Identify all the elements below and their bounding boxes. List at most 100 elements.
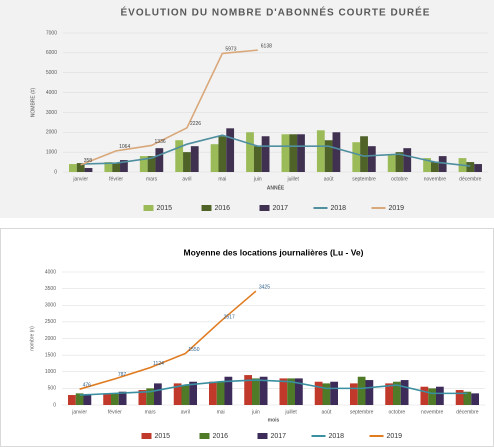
legend-swatch [199,433,210,439]
x-tick-label: juillet [287,176,300,182]
y-tick-label: 0 [53,402,56,408]
bar [332,132,341,172]
line [79,290,257,390]
data-label: 2517 [224,315,235,321]
bar [287,378,296,405]
x-tick-label: avril [181,409,190,415]
bar [400,380,409,405]
bar [183,152,191,172]
y-tick-label: 1500 [45,352,56,358]
data-label: 5973 [225,47,236,53]
bar [216,381,225,405]
x-tick-label: novembre [424,176,446,182]
y-tick-label: 5000 [46,70,57,76]
y-tick-label: 2000 [46,130,57,136]
bar [246,132,254,172]
chart-title: Moyenne des locations journalières (Lu -… [184,247,364,257]
bar [349,383,358,405]
y-tick-label: 2000 [45,336,56,342]
bar [154,383,162,405]
bar [455,390,464,405]
bar [69,164,77,172]
bar [471,393,480,405]
bar [139,156,148,172]
x-tick-label: avril [182,176,191,182]
bar [146,388,155,405]
bar [226,128,235,172]
bar [297,134,305,172]
line [79,379,468,396]
legend-label: 2017 [271,433,287,440]
bar [83,395,92,405]
bar [395,152,404,172]
legend-swatch [201,205,212,211]
chart-background [0,0,494,218]
bar [173,383,182,405]
x-tick-label: octobre [389,409,406,415]
bar [120,160,128,172]
y-tick-label: 4000 [46,90,57,96]
bar [210,144,219,172]
bar [385,383,393,405]
data-label: 2226 [190,121,201,127]
line [80,134,471,167]
data-label: 1550 [188,347,199,353]
y-axis-label: NOMBRE (#) [30,87,36,117]
chart-title: ÉVOLUTION DU NOMBRE D'ABONNÉS COURTE DUR… [121,6,431,19]
x-tick-label: septembre [350,409,374,415]
bar [403,148,412,172]
y-tick-label: 4000 [45,269,56,275]
bar [259,376,268,405]
legend-swatch [143,205,154,211]
y-tick-label: 7000 [46,30,57,36]
line [80,49,258,166]
legend-label: 2016 [215,205,231,212]
bar [330,381,339,405]
x-axis-label: mois [268,417,280,423]
x-tick-label: mai [218,176,226,182]
bar [155,148,164,172]
y-tick-label: 2500 [45,319,56,325]
y-tick-label: 6000 [46,50,57,56]
bar [208,381,217,405]
x-tick-label: octobre [391,176,408,182]
legend-swatch [141,433,152,439]
bar [365,380,374,405]
x-tick-label: mars [145,409,157,415]
x-tick-label: décembre [459,176,481,182]
x-tick-label: novembre [421,409,443,415]
bar [357,376,366,405]
bar [289,134,298,172]
bar [251,378,260,405]
bar [75,393,84,405]
legend-label: 2015 [155,433,171,440]
data-label: 358 [84,158,93,164]
bar [76,163,85,172]
bar [281,134,290,172]
x-tick-label: mai [217,409,225,415]
y-tick-label: 3500 [45,286,56,292]
data-label: 3425 [259,284,270,290]
bar [261,136,270,172]
bar [104,162,113,172]
data-label: 787 [118,372,127,378]
bar [175,140,184,172]
x-tick-label: mars [146,176,158,182]
x-tick-label: septembre [352,176,376,182]
bar [314,381,323,405]
x-tick-label: août [324,176,334,182]
bar [474,164,482,172]
data-label: 476 [83,383,92,389]
legend-label: 2018 [329,433,345,440]
bar [463,391,472,405]
y-tick-label: 500 [48,386,57,392]
x-tick-label: août [322,409,332,415]
y-tick-label: 1000 [46,149,57,155]
bar [189,381,198,405]
bar [423,158,431,172]
legend-label: 2019 [387,433,403,440]
y-tick-label: 3000 [46,110,57,116]
bar [84,168,93,172]
bar [138,390,147,405]
